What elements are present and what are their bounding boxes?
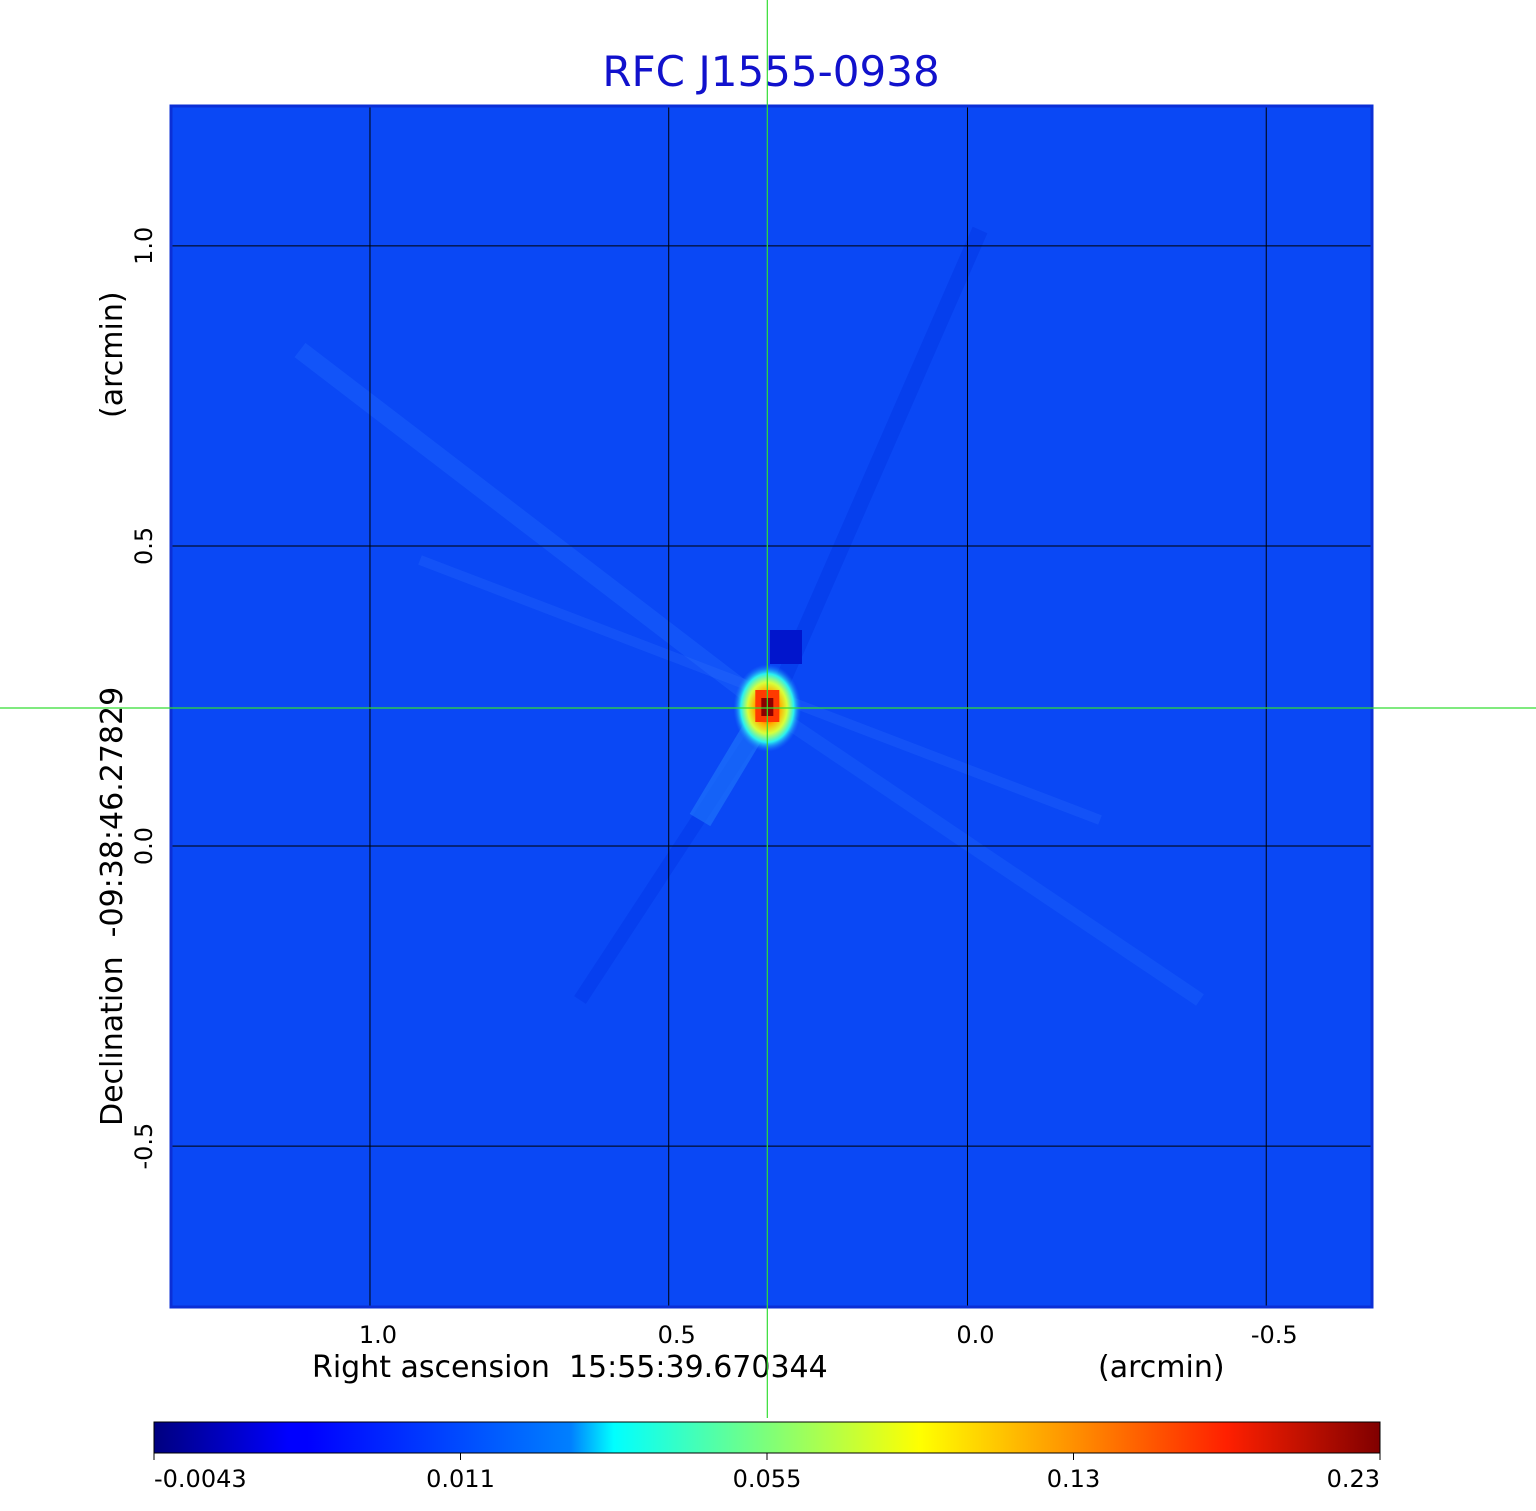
x-tick-label: -0.5: [1251, 1321, 1298, 1349]
y-axis-unit: (arcmin): [95, 291, 130, 418]
y-tick-label: 0.5: [130, 527, 158, 565]
y-tick-labels: 1.0 0.5 0.0 -0.5: [130, 227, 158, 1170]
sidelobe-streak: [574, 706, 776, 1004]
sidelobe-streak: [762, 226, 988, 714]
colorbar-ticks: -0.0043 0.011 0.055 0.13 0.23: [153, 1453, 1381, 1493]
x-axis-unit: (arcmin): [1098, 1350, 1225, 1385]
colorbar-tick-label: 0.011: [426, 1465, 495, 1493]
image-texture: [294, 226, 1204, 1006]
chart-title: RFC J1555-0938: [602, 47, 939, 96]
x-tick-labels: 1.0 0.5 0.0 -0.5: [359, 1321, 1298, 1349]
colorbar-gradient: [153, 1421, 1381, 1454]
y-tick-label: 1.0: [130, 227, 158, 265]
sidelobe-streak: [294, 342, 776, 718]
image-frame: [169, 104, 1374, 1309]
crosshair: [0, 0, 1536, 1418]
negative-lobe: [770, 630, 802, 664]
colorbar-tick-label: 0.13: [1047, 1465, 1100, 1493]
x-tick-label: 0.5: [658, 1321, 696, 1349]
x-tick-label: 0.0: [956, 1321, 994, 1349]
grid-lines: [171, 106, 1372, 1307]
x-tick-label: 1.0: [359, 1321, 397, 1349]
colorbar-tick-label: 0.23: [1327, 1465, 1380, 1493]
y-axis-label: Declination -09:38:46.27829: [95, 687, 130, 1126]
y-tick-label: 0.0: [130, 827, 158, 865]
image-panel: [169, 104, 1374, 1309]
x-axis-label: Right ascension 15:55:39.670344: [312, 1350, 828, 1385]
colorbar-tick-label: -0.0043: [154, 1465, 247, 1493]
y-tick-label: -0.5: [130, 1123, 158, 1170]
colorbar-tick-label: 0.055: [733, 1465, 802, 1493]
sidelobe-streak: [766, 704, 1204, 1006]
colorbar: -0.0043 0.011 0.055 0.13 0.23: [153, 1421, 1381, 1493]
